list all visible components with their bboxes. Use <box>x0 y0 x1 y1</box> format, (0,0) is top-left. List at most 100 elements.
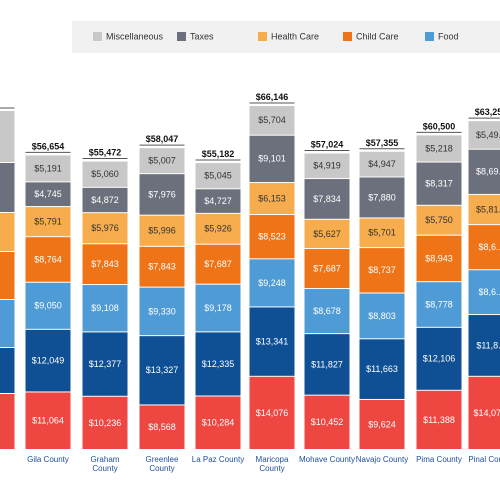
bar-segment-7-0 <box>359 151 405 177</box>
bar-segment-0-3 <box>0 252 15 299</box>
bar-segment-3-4 <box>139 287 185 336</box>
bar-value-label-5-4: $9,248 <box>258 278 286 288</box>
bar-value-label-7-0: $4,947 <box>368 159 396 169</box>
bar-value-label-5-2: $6,153 <box>258 193 286 203</box>
bar-value-label-2-5: $12,377 <box>89 359 122 369</box>
legend-swatch-0 <box>93 32 102 41</box>
bar-segment-2-5 <box>82 332 128 396</box>
bar-value-label-5-3: $8,523 <box>258 232 286 242</box>
bar-value-label-8-0: $5,218 <box>425 143 453 153</box>
bar-total-label-9: $63,250 <box>475 107 500 117</box>
legend-label-2: Health Care <box>271 31 319 41</box>
bar-value-label-3-6: $8,568 <box>148 422 176 432</box>
category-label-5-1: County <box>259 464 284 473</box>
bar-value-label-1-6: $11,064 <box>32 416 64 426</box>
category-label-4-0: La Paz County <box>192 455 244 464</box>
bar-segment-2-0 <box>82 161 128 187</box>
category-label-8-0: Pima County <box>416 455 462 464</box>
bar-segment-1-4 <box>25 282 71 329</box>
bar-value-label-7-3: $8,737 <box>368 265 396 275</box>
bar-segment-8-0 <box>416 135 462 162</box>
bar-segment-4-1 <box>195 189 241 213</box>
bar-segment-9-5 <box>468 315 500 376</box>
bar-segment-7-2 <box>359 218 405 248</box>
legend-label-0: Miscellaneous <box>106 31 164 41</box>
bar-value-label-4-5: $12,335 <box>202 359 235 369</box>
bar-segment-0-5 <box>0 348 15 393</box>
bar-value-label-3-3: $7,843 <box>148 262 176 272</box>
bar-value-label-1-3: $8,764 <box>34 254 62 264</box>
bar-value-label-2-2: $5,976 <box>91 223 119 233</box>
bar-value-label-5-1: $9,101 <box>258 154 286 164</box>
bar-segment-7-3 <box>359 248 405 293</box>
bar-segment-8-1 <box>416 162 462 205</box>
bar-segment-5-6 <box>249 376 295 449</box>
bar-value-label-9-0: $5,49... <box>476 130 500 140</box>
bar-value-label-8-5: $12,106 <box>423 354 456 364</box>
bar-value-label-4-6: $10,284 <box>202 418 235 428</box>
bar-segment-6-0 <box>304 153 350 179</box>
bar-total-label-7: $57,355 <box>366 138 399 148</box>
bar-total-label-3: $58,047 <box>146 134 179 144</box>
bar-value-label-1-2: $5,791 <box>34 216 62 226</box>
bar-value-label-1-4: $9,050 <box>34 301 62 311</box>
bar-segment-2-2 <box>82 213 128 244</box>
bar-value-label-9-5: $11,8... <box>476 340 500 350</box>
bar-segment-6-1 <box>304 179 350 219</box>
bar-segment-5-4 <box>249 259 295 307</box>
bar-value-label-2-0: $5,060 <box>91 169 119 179</box>
bar-value-label-8-2: $5,750 <box>425 215 453 225</box>
bar-segment-3-3 <box>139 246 185 287</box>
bar-value-label-3-5: $13,327 <box>146 365 179 375</box>
category-label-3-1: County <box>149 464 174 473</box>
bar-value-label-4-2: $5,926 <box>204 224 232 234</box>
bar-segment-1-6 <box>25 392 71 449</box>
bar-segment-9-2 <box>468 194 500 225</box>
bar-value-label-9-2: $5,81... <box>476 204 500 214</box>
legend-left-blank <box>0 21 72 53</box>
category-label-7-0: Navajo County <box>356 455 408 464</box>
bar-value-label-4-4: $9,178 <box>204 303 232 313</box>
bar-segment-9-4 <box>468 270 500 315</box>
bar-value-label-1-5: $12,049 <box>32 356 65 366</box>
bar-total-label-4: $55,182 <box>202 149 235 159</box>
bar-value-label-1-0: $5,191 <box>34 163 62 173</box>
legend-swatch-2 <box>258 32 267 41</box>
bar-segment-1-5 <box>25 329 71 392</box>
bar-value-label-6-4: $8,678 <box>313 306 341 316</box>
bar-segment-5-3 <box>249 215 295 259</box>
bar-value-label-5-0: $5,704 <box>258 115 286 125</box>
bar-segment-9-1 <box>468 149 500 194</box>
bar-segment-0-2 <box>0 213 15 251</box>
bar-segment-3-2 <box>139 215 185 246</box>
bar-value-label-9-6: $14,07... <box>473 408 500 418</box>
bar-value-label-6-6: $10,452 <box>311 417 344 427</box>
bar-segment-7-1 <box>359 177 405 218</box>
bar-segment-2-6 <box>82 396 128 449</box>
bar-value-label-9-1: $8,69... <box>476 167 500 177</box>
legend: Miscellaneous Taxes Health Care Child Care F… <box>93 31 459 41</box>
bar-segment-8-6 <box>416 390 462 449</box>
bar-segment-4-5 <box>195 332 241 396</box>
legend-label-1: Taxes <box>190 31 214 41</box>
bar-segment-4-3 <box>195 244 241 284</box>
bar-value-label-3-2: $5,996 <box>148 226 176 236</box>
legend-swatch-3 <box>343 32 352 41</box>
bar-segment-5-2 <box>249 183 295 215</box>
bar-segment-9-3 <box>468 225 500 270</box>
bar-value-label-4-1: $4,727 <box>204 196 232 206</box>
bar-segment-1-1 <box>25 182 71 207</box>
bar-segment-8-3 <box>416 235 462 282</box>
legend-swatch-4 <box>425 32 434 41</box>
bar-value-label-7-5: $11,663 <box>366 364 398 374</box>
x-axis-labels: ...noGila CountyGrahamCountyGreenleeCoun… <box>0 455 500 473</box>
bar-segment-2-4 <box>82 285 128 332</box>
bar-segment-1-2 <box>25 207 71 237</box>
bar-value-label-4-3: $7,687 <box>204 259 232 269</box>
legend-band <box>0 21 500 53</box>
legend-label-4: Food <box>438 31 459 41</box>
category-label-9-0: Pinal County <box>468 455 500 464</box>
legend-label-3: Child Care <box>356 31 399 41</box>
